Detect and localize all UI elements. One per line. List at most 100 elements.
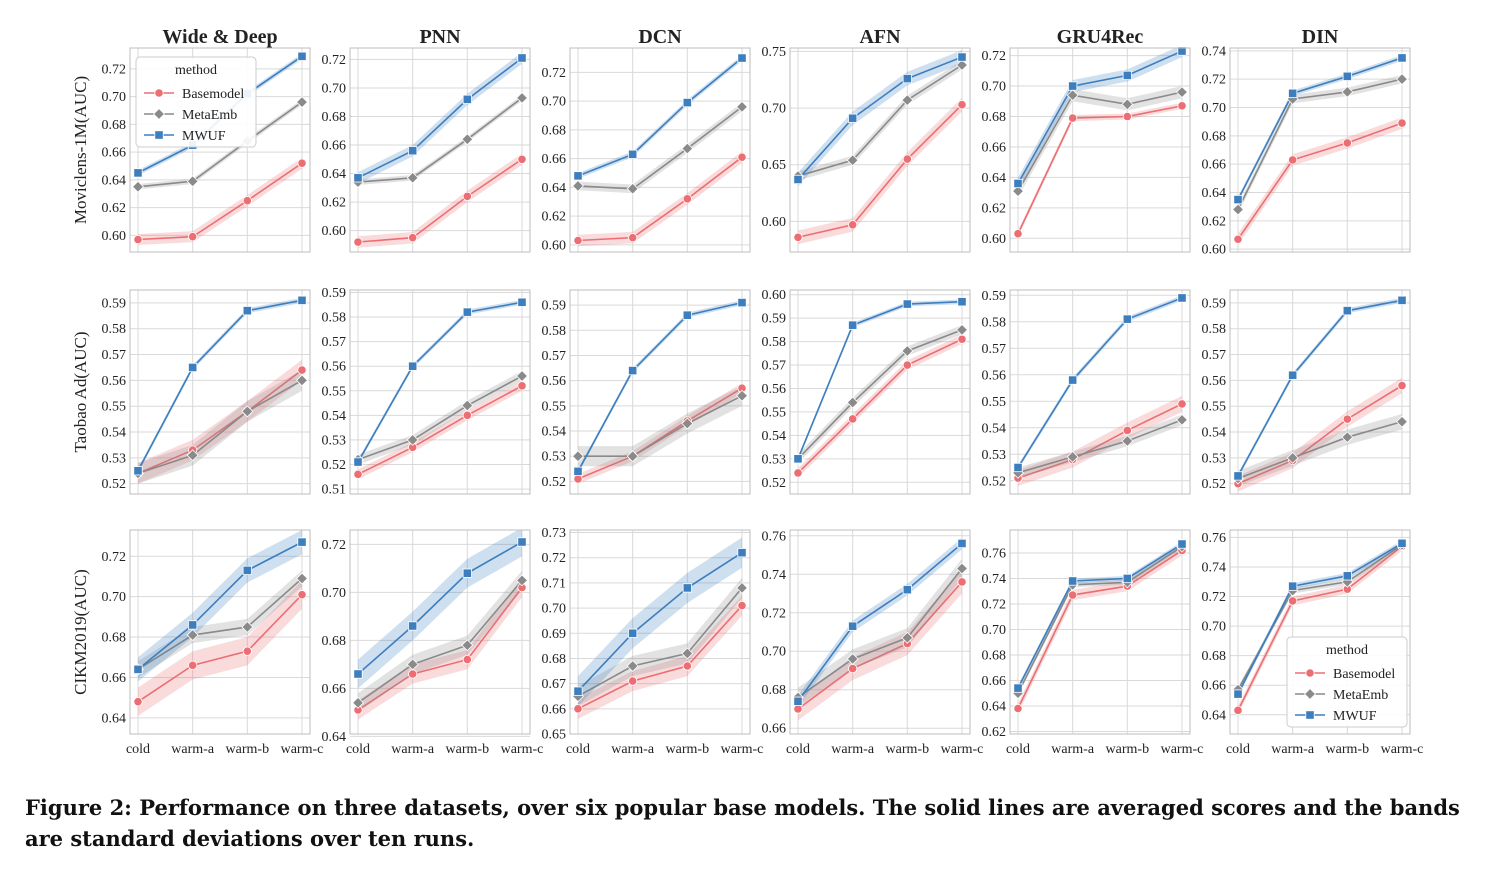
point-basemodel — [462, 191, 472, 201]
point-mwuf — [133, 168, 143, 178]
point-metaemb — [406, 433, 419, 446]
y-tick-label: 0.53 — [762, 452, 787, 467]
point-mwuf — [793, 696, 803, 706]
series-group — [1237, 297, 1403, 492]
plot-frame — [789, 47, 971, 253]
point-basemodel — [517, 381, 527, 391]
line-basemodel — [797, 338, 963, 474]
legend-top-left: method Basemodel MetaEmb MWUF — [135, 56, 257, 148]
point-mwuf — [957, 52, 967, 62]
line-basemodel — [577, 156, 743, 242]
point-mwuf — [517, 297, 527, 307]
point-mwuf — [408, 621, 418, 631]
point-mwuf — [628, 149, 638, 159]
y-tick-label: 0.72 — [542, 551, 567, 566]
point-metaemb — [186, 175, 199, 188]
point-metaemb — [572, 179, 584, 192]
x-tick-label: cold — [1006, 742, 1030, 757]
y-tick-label: 0.53 — [102, 451, 127, 466]
point-metaemb — [1176, 413, 1188, 426]
point-basemodel — [517, 154, 527, 164]
plot-frame — [129, 47, 311, 253]
y-tick-label: 0.52 — [762, 476, 787, 491]
y-tick-label: 0.56 — [102, 374, 127, 389]
point-mwuf — [408, 146, 418, 156]
point-basemodel — [1397, 118, 1407, 128]
y-tick-label: 0.54 — [982, 421, 1007, 436]
y-tick-label: 0.56 — [1202, 374, 1227, 389]
y-tick-label: 0.66 — [762, 722, 787, 737]
point-metaemb — [1396, 415, 1408, 428]
line-mwuf — [577, 301, 743, 472]
point-basemodel — [1233, 705, 1243, 715]
y-tick-label: 0.72 — [982, 597, 1007, 612]
band-metaemb — [578, 385, 742, 467]
point-metaemb — [1121, 98, 1134, 111]
y-tick-label: 0.72 — [1202, 73, 1227, 88]
row-label: CIKM2019(AUC) — [71, 569, 90, 695]
y-tick-label: 0.60 — [542, 238, 567, 253]
point-basemodel — [1122, 111, 1132, 122]
y-tick-label: 0.53 — [982, 448, 1007, 463]
band-mwuf — [1018, 541, 1182, 691]
point-mwuf — [517, 53, 527, 63]
panel-1-0: 0.52 0.53 0.54 0.55 0.56 0.57 0.58 0.59 Taobao A… — [71, 289, 311, 495]
point-metaemb — [681, 647, 694, 660]
point-metaemb — [461, 399, 474, 412]
point-basemodel — [1013, 703, 1023, 714]
line-basemodel — [1017, 403, 1183, 479]
line-basemodel — [357, 158, 523, 243]
y-tick-label: 0.60 — [102, 229, 127, 244]
point-mwuf — [902, 299, 912, 309]
point-mwuf — [682, 583, 692, 593]
point-mwuf — [737, 53, 747, 63]
point-metaemb — [681, 142, 694, 155]
series-group — [1017, 295, 1183, 487]
y-tick-label: 0.55 — [762, 405, 787, 420]
series-group — [137, 530, 303, 716]
point-basemodel — [1177, 399, 1187, 409]
point-mwuf — [1342, 71, 1352, 81]
panel-0-3: 0.60 0.65 0.70 0.75 AFN — [762, 26, 971, 253]
line-metaemb — [357, 579, 523, 704]
y-tick-label: 0.76 — [982, 546, 1007, 561]
point-metaemb — [406, 658, 419, 671]
point-metaemb — [296, 96, 308, 109]
y-tick-label: 0.56 — [982, 368, 1007, 383]
point-metaemb — [901, 631, 914, 644]
y-tick-label: 0.70 — [102, 90, 127, 105]
point-metaemb — [241, 620, 254, 633]
panel-2-4: 0.62 0.64 0.66 0.68 0.70 0.72 0.74 0.76 cold warm… — [982, 529, 1203, 757]
series-group — [797, 299, 963, 478]
plot-frame — [129, 289, 311, 495]
band-mwuf — [1238, 540, 1402, 698]
band-metaemb — [1018, 414, 1182, 479]
line-basemodel — [797, 581, 963, 710]
point-metaemb — [626, 182, 639, 195]
legend-label-metaemb: MetaEmb — [182, 108, 237, 123]
point-mwuf — [1397, 295, 1407, 305]
column-title: Wide & Deep — [162, 26, 277, 48]
band-metaemb — [578, 102, 742, 194]
point-basemodel — [737, 152, 747, 162]
line-metaemb — [1237, 420, 1403, 480]
point-metaemb — [901, 344, 914, 357]
point-basemodel — [628, 233, 638, 243]
point-basemodel — [1233, 234, 1243, 244]
line-mwuf — [357, 301, 523, 463]
point-mwuf — [297, 295, 307, 305]
point-mwuf — [1288, 88, 1298, 98]
point-basemodel — [1288, 155, 1298, 165]
point-basemodel — [408, 669, 418, 679]
y-tick-label: 0.60 — [762, 215, 787, 230]
point-mwuf — [297, 51, 307, 61]
point-mwuf — [188, 620, 198, 630]
point-mwuf — [1288, 370, 1298, 380]
y-tick-label: 0.62 — [322, 196, 347, 211]
y-tick-label: 0.55 — [102, 400, 127, 415]
line-basemodel — [1017, 549, 1183, 709]
y-tick-label: 0.57 — [542, 349, 567, 364]
y-tick-label: 0.70 — [982, 623, 1007, 638]
plot-frame — [1229, 529, 1411, 735]
point-mwuf — [573, 686, 583, 696]
